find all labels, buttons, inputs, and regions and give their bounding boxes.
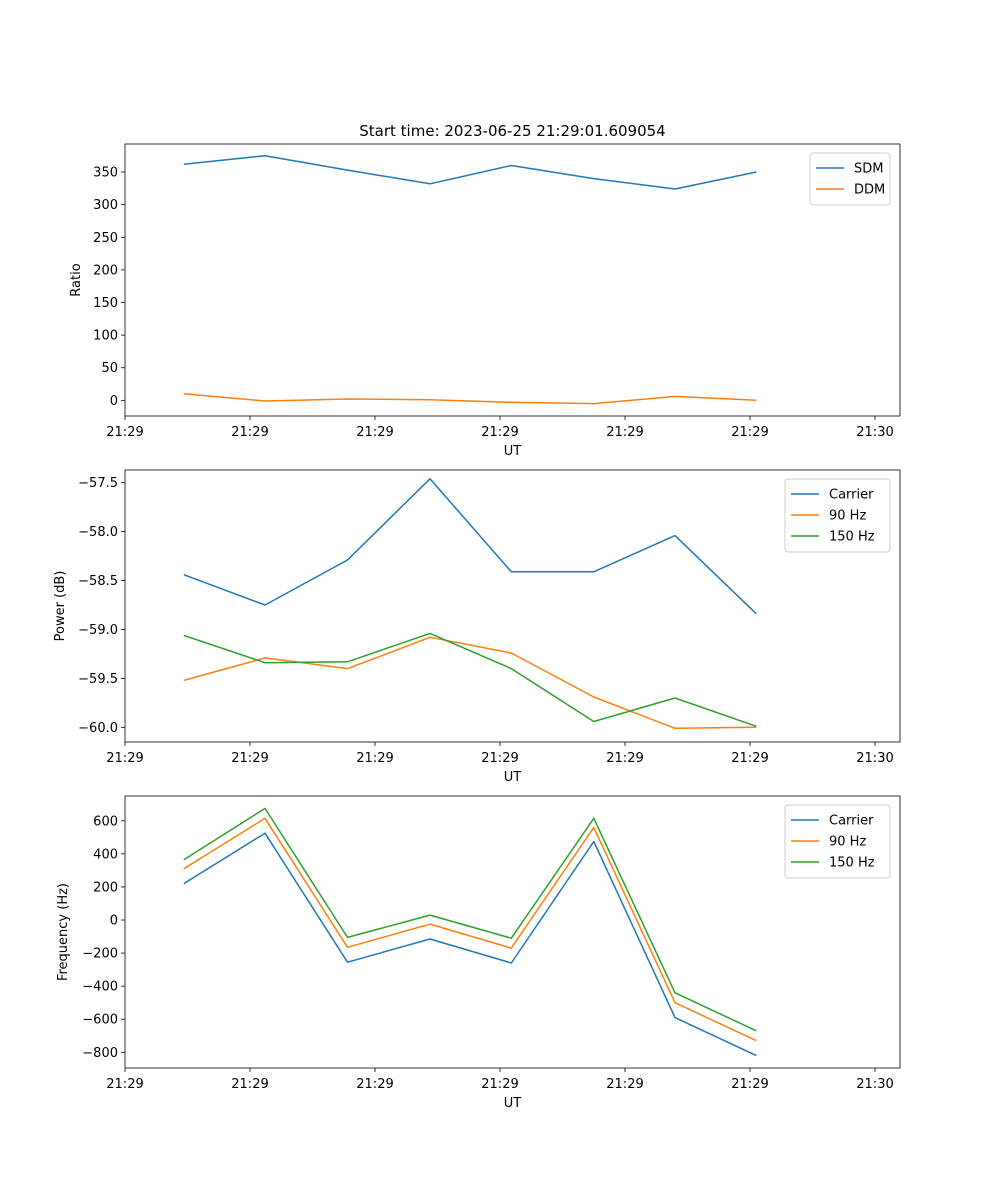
y-tick-label: 600 bbox=[93, 814, 118, 829]
legend-label: 90 Hz bbox=[829, 835, 866, 850]
y-tick-label: 150 bbox=[93, 296, 118, 311]
x-axis-label: UT bbox=[504, 1096, 522, 1111]
legend-label: Carrier bbox=[829, 814, 874, 829]
x-tick-label: 21:29 bbox=[356, 1077, 393, 1092]
y-tick-label: −60.0 bbox=[78, 721, 118, 736]
x-tick-label: 21:30 bbox=[856, 425, 893, 440]
legend-label: Carrier bbox=[829, 488, 874, 503]
y-tick-label: 0 bbox=[110, 394, 118, 409]
y-tick-label: −600 bbox=[82, 1013, 118, 1028]
x-tick-label: 21:29 bbox=[106, 1077, 143, 1092]
x-tick-label: 21:29 bbox=[606, 751, 643, 766]
y-tick-label: −57.5 bbox=[78, 476, 118, 491]
chart-panel-2: 21:29 21:29 21:29 21:29 21:29 21:29 21:30 −60.0… bbox=[53, 469, 901, 785]
x-tick-label: 21:29 bbox=[731, 425, 768, 440]
y-tick-label: −200 bbox=[82, 947, 118, 962]
x-tick-label: 21:29 bbox=[481, 425, 518, 440]
legend: SDM DDM bbox=[809, 152, 891, 206]
x-tick-label: 21:29 bbox=[481, 751, 518, 766]
y-tick-label: −59.0 bbox=[78, 623, 118, 638]
x-tick-label: 21:29 bbox=[606, 425, 643, 440]
x-tick-label: 21:29 bbox=[356, 425, 393, 440]
x-tick-label: 21:29 bbox=[231, 425, 268, 440]
y-tick-label: 350 bbox=[93, 166, 118, 181]
axes-frame bbox=[124, 795, 901, 1069]
y-tick-label: −800 bbox=[82, 1046, 118, 1061]
y-tick-label: −400 bbox=[82, 980, 118, 995]
x-tick-label: 21:30 bbox=[856, 1077, 893, 1092]
y-tick-label: 250 bbox=[93, 231, 118, 246]
x-tick-label: 21:29 bbox=[481, 1077, 518, 1092]
series-line-3-1 bbox=[183, 832, 757, 1057]
chart-title: Start time: 2023-06-25 21:29:01.609054 bbox=[359, 122, 665, 140]
legend-label: 150 Hz bbox=[829, 530, 875, 545]
y-tick-label: 300 bbox=[93, 198, 118, 213]
legend: Carrier 90 Hz 150 Hz bbox=[784, 804, 891, 879]
y-tick-label: 200 bbox=[93, 263, 118, 278]
series-line-3-2 bbox=[183, 817, 757, 1042]
legend-label: SDM bbox=[854, 162, 883, 177]
chart-panel-3: 21:29 21:29 21:29 21:29 21:29 21:29 21:30 −800 −… bbox=[56, 795, 901, 1111]
y-tick-label: −58.0 bbox=[78, 525, 118, 540]
x-axis-label: UT bbox=[504, 444, 522, 459]
chart-panel-1: 21:29 21:29 21:29 21:29 21:29 21:29 21:30 0 50 10… bbox=[69, 122, 901, 459]
legend-box bbox=[784, 478, 891, 553]
legend-box bbox=[809, 152, 891, 206]
axes-frame bbox=[124, 469, 901, 743]
series-line-1-1 bbox=[183, 154, 757, 190]
y-tick-label: 0 bbox=[110, 914, 118, 929]
y-tick-label: 400 bbox=[93, 847, 118, 862]
series-line-1-2 bbox=[183, 393, 757, 405]
y-axis-label: Power (dB) bbox=[53, 571, 68, 642]
y-tick-label: 100 bbox=[93, 329, 118, 344]
x-tick-label: 21:30 bbox=[856, 751, 893, 766]
x-tick-label: 21:29 bbox=[731, 751, 768, 766]
y-tick-label: −59.5 bbox=[78, 672, 118, 687]
y-tick-label: −58.5 bbox=[78, 574, 118, 589]
series-line-2-3 bbox=[183, 632, 757, 728]
x-axis-label: UT bbox=[504, 770, 522, 785]
x-tick-label: 21:29 bbox=[606, 1077, 643, 1092]
series-line-2-2 bbox=[183, 636, 757, 730]
legend-label: 90 Hz bbox=[829, 509, 866, 524]
x-tick-label: 21:29 bbox=[106, 751, 143, 766]
x-tick-label: 21:29 bbox=[231, 1077, 268, 1092]
x-tick-label: 21:29 bbox=[356, 751, 393, 766]
x-tick-label: 21:29 bbox=[106, 425, 143, 440]
legend-label: DDM bbox=[854, 183, 885, 198]
y-axis-label: Frequency (Hz) bbox=[56, 883, 71, 981]
y-axis-label: Ratio bbox=[69, 263, 84, 296]
legend-box bbox=[784, 804, 891, 879]
axes-frame bbox=[124, 143, 901, 417]
y-tick-label: 200 bbox=[93, 880, 118, 895]
x-tick-label: 21:29 bbox=[231, 751, 268, 766]
legend-label: 150 Hz bbox=[829, 856, 875, 871]
legend: Carrier 90 Hz 150 Hz bbox=[784, 478, 891, 553]
series-line-2-1 bbox=[183, 478, 757, 615]
y-tick-label: 50 bbox=[101, 361, 118, 376]
x-tick-label: 21:29 bbox=[731, 1077, 768, 1092]
series-line-3-3 bbox=[183, 807, 757, 1032]
